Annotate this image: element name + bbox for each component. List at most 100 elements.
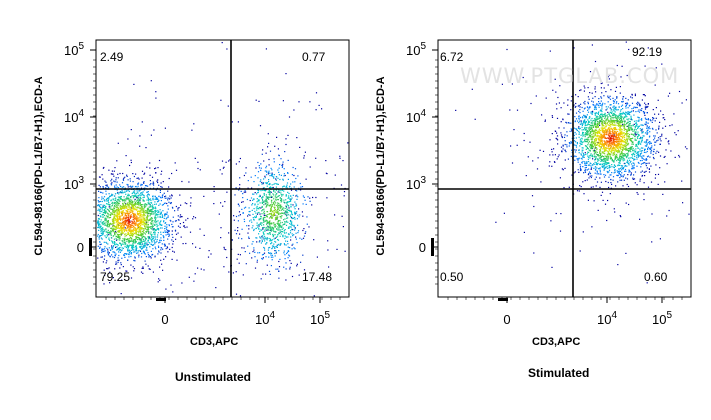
event-dot: [139, 220, 141, 223]
event-dot: [166, 197, 168, 199]
event-dot: [637, 127, 639, 129]
event-dot: [265, 206, 267, 208]
event-dot: [635, 145, 637, 147]
event-dot: [238, 211, 241, 213]
event-dot: [123, 199, 125, 201]
event-dot: [600, 82, 602, 85]
event-dot: [141, 233, 143, 235]
event-dot: [135, 193, 137, 195]
event-dot: [266, 204, 268, 206]
event-dot: [589, 107, 591, 109]
event-dot: [587, 130, 589, 133]
event-dot: [647, 105, 649, 108]
event-dot: [143, 245, 146, 247]
event-dot: [266, 233, 268, 235]
event-dot: [643, 162, 645, 164]
event-dot: [567, 104, 569, 106]
event-dot: [269, 246, 271, 249]
event-dot: [281, 212, 284, 214]
event-dot: [124, 235, 126, 237]
event-dot: [197, 161, 199, 163]
event-dot: [627, 185, 630, 188]
event-dot: [115, 235, 118, 237]
event-dot: [144, 214, 146, 216]
event-dot: [577, 159, 579, 161]
event-dot: [276, 208, 279, 210]
event-dot: [577, 158, 579, 160]
event-dot: [281, 208, 283, 210]
event-dot: [112, 173, 114, 175]
event-dot: [162, 215, 164, 217]
event-dot: [588, 128, 590, 130]
event-dot: [121, 279, 123, 281]
event-dot: [138, 202, 140, 204]
event-dot: [131, 245, 133, 247]
event-dot: [579, 163, 581, 166]
event-dot: [283, 229, 285, 231]
event-dot: [113, 225, 115, 227]
event-dot: [266, 216, 268, 218]
event-dot: [183, 225, 185, 227]
event-dot: [137, 236, 139, 238]
event-dot: [575, 155, 577, 158]
event-dot: [141, 227, 143, 229]
event-dot: [160, 212, 162, 214]
event-dot: [647, 118, 649, 120]
event-dot: [127, 209, 129, 211]
event-dot: [644, 148, 646, 150]
event-dot: [137, 202, 139, 204]
event-dot: [328, 266, 330, 268]
event-dot: [107, 251, 109, 253]
event-dot: [636, 124, 638, 126]
event-dot: [594, 172, 596, 174]
event-dot: [138, 219, 140, 221]
event-dot: [613, 115, 615, 117]
event-dot: [151, 206, 153, 208]
event-dot: [127, 204, 129, 206]
event-dot: [336, 248, 338, 250]
event-dot: [277, 239, 279, 241]
event-dot: [273, 189, 275, 191]
event-dot: [144, 260, 146, 262]
event-dot: [597, 160, 599, 162]
event-dot: [124, 202, 126, 204]
event-dot: [545, 97, 547, 99]
event-dot: [297, 196, 299, 198]
event-dot: [121, 240, 123, 242]
event-dot: [632, 143, 634, 145]
event-dot: [155, 91, 157, 93]
event-dot: [632, 152, 634, 154]
event-dot: [126, 227, 128, 229]
event-dot: [117, 220, 119, 222]
event-dot: [277, 199, 279, 201]
event-dot: [166, 229, 168, 231]
event-dot: [110, 214, 112, 216]
event-dot: [275, 178, 277, 180]
event-dot: [143, 211, 145, 213]
event-dot: [281, 206, 283, 208]
event-dot: [127, 179, 129, 181]
event-dot: [144, 219, 147, 221]
event-dot: [273, 176, 275, 178]
event-dot: [648, 168, 650, 170]
event-dot: [555, 103, 558, 105]
event-dot: [593, 122, 596, 124]
event-dot: [609, 95, 611, 97]
event-dot: [604, 103, 606, 105]
event-dot: [622, 160, 624, 162]
event-dot: [159, 203, 161, 205]
event-dot: [596, 118, 598, 120]
event-dot: [637, 110, 639, 112]
event-dot: [124, 191, 126, 193]
event-dot: [162, 231, 164, 233]
event-dot: [578, 132, 580, 134]
event-dot: [639, 138, 641, 140]
event-dot: [159, 241, 161, 243]
event-dot: [624, 165, 626, 167]
event-dot: [113, 231, 115, 233]
event-dot: [156, 238, 158, 241]
event-dot: [153, 228, 155, 230]
event-dot: [105, 262, 107, 264]
event-dot: [123, 206, 125, 208]
event-dot: [582, 166, 584, 168]
